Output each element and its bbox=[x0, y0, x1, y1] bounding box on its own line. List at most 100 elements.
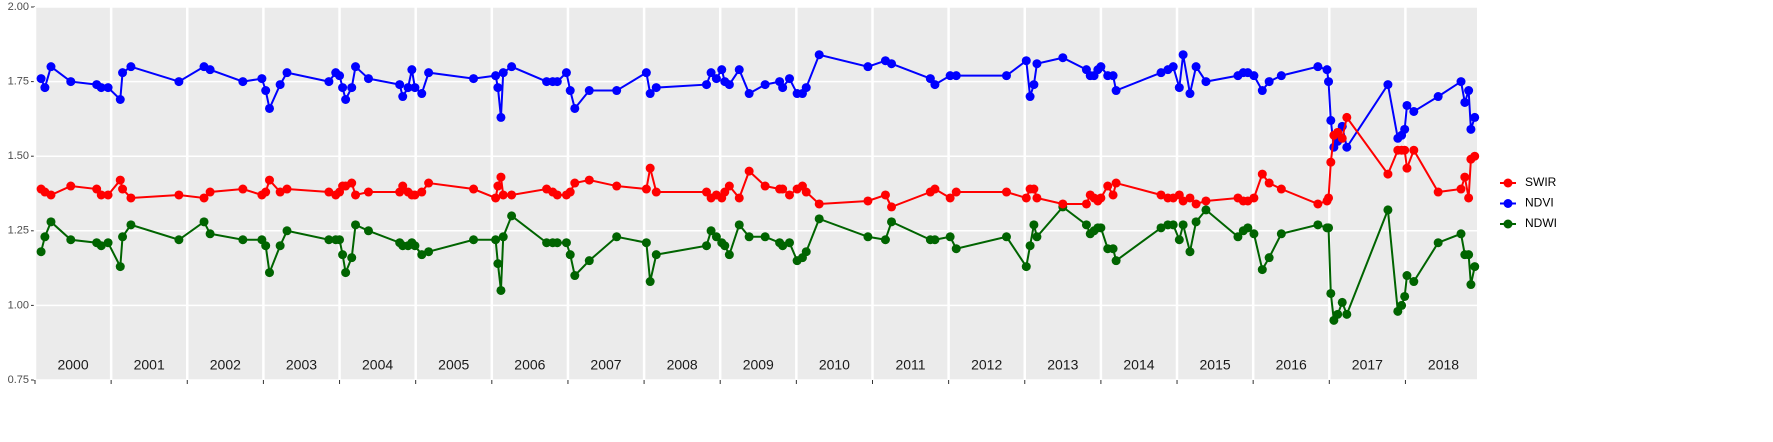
point bbox=[801, 187, 811, 197]
point bbox=[1313, 199, 1323, 209]
point bbox=[338, 250, 348, 260]
legend-key bbox=[1503, 199, 1513, 208]
point bbox=[724, 250, 734, 260]
point bbox=[1456, 184, 1466, 194]
point bbox=[887, 202, 897, 212]
point bbox=[398, 92, 408, 102]
point bbox=[1001, 187, 1011, 197]
point bbox=[1409, 106, 1419, 116]
point bbox=[1257, 265, 1267, 275]
legend-label: SWIR bbox=[1525, 175, 1557, 189]
point bbox=[351, 220, 361, 230]
point bbox=[341, 268, 351, 278]
point bbox=[1409, 277, 1419, 287]
point bbox=[1276, 184, 1286, 194]
point bbox=[1021, 56, 1031, 66]
point bbox=[801, 247, 811, 257]
point bbox=[1464, 250, 1474, 260]
point bbox=[565, 250, 575, 260]
point bbox=[645, 277, 655, 287]
point bbox=[507, 62, 517, 72]
point bbox=[1397, 300, 1407, 310]
point bbox=[1032, 193, 1042, 203]
point bbox=[1001, 232, 1011, 242]
point bbox=[103, 190, 113, 200]
point bbox=[103, 83, 113, 93]
point bbox=[205, 187, 215, 197]
point bbox=[1257, 86, 1267, 96]
point bbox=[1021, 193, 1031, 203]
point bbox=[1466, 124, 1476, 134]
point bbox=[706, 68, 716, 78]
point bbox=[469, 74, 479, 84]
point bbox=[1201, 196, 1211, 206]
point bbox=[1174, 83, 1184, 93]
point bbox=[1470, 151, 1480, 161]
point bbox=[1168, 220, 1178, 230]
point bbox=[1433, 92, 1443, 102]
point bbox=[1058, 199, 1068, 209]
x-tick-label: 2004 bbox=[362, 357, 393, 373]
point bbox=[126, 62, 136, 72]
point bbox=[1383, 205, 1393, 215]
point bbox=[335, 71, 345, 81]
point bbox=[801, 83, 811, 93]
point bbox=[1276, 229, 1286, 239]
point bbox=[491, 235, 501, 245]
point bbox=[199, 193, 209, 203]
point bbox=[469, 184, 479, 194]
point bbox=[1460, 97, 1470, 107]
point bbox=[118, 232, 128, 242]
point bbox=[417, 187, 427, 197]
point bbox=[702, 241, 712, 251]
point bbox=[115, 95, 125, 105]
point bbox=[36, 247, 46, 257]
point bbox=[351, 190, 361, 200]
point bbox=[1025, 92, 1035, 102]
point bbox=[1264, 77, 1274, 87]
legend-label: NDVI bbox=[1525, 196, 1554, 210]
point bbox=[951, 71, 961, 81]
point bbox=[778, 184, 788, 194]
point bbox=[493, 259, 503, 269]
x-tick-label: 2006 bbox=[514, 357, 545, 373]
point bbox=[565, 187, 575, 197]
x-tick-label: 2010 bbox=[819, 357, 850, 373]
point bbox=[734, 193, 744, 203]
point bbox=[36, 74, 46, 84]
point bbox=[324, 77, 334, 87]
point bbox=[275, 80, 285, 90]
point bbox=[1029, 220, 1039, 230]
point bbox=[496, 172, 506, 182]
point bbox=[1383, 169, 1393, 179]
point bbox=[951, 187, 961, 197]
point bbox=[1470, 112, 1480, 122]
point bbox=[205, 65, 215, 75]
point bbox=[103, 238, 113, 248]
point bbox=[498, 232, 508, 242]
point bbox=[1400, 145, 1410, 155]
point bbox=[1201, 205, 1211, 215]
point bbox=[945, 193, 955, 203]
point bbox=[645, 89, 655, 99]
point bbox=[261, 187, 271, 197]
point bbox=[706, 226, 716, 236]
point bbox=[1433, 187, 1443, 197]
point bbox=[324, 187, 334, 197]
x-tick-label: 2016 bbox=[1276, 357, 1307, 373]
point bbox=[1108, 244, 1118, 254]
point bbox=[552, 77, 562, 87]
point bbox=[814, 199, 824, 209]
point bbox=[261, 86, 271, 96]
x-tick-label: 2018 bbox=[1428, 357, 1459, 373]
point bbox=[1029, 184, 1039, 194]
point bbox=[417, 89, 427, 99]
point bbox=[744, 89, 754, 99]
legend-key bbox=[1503, 219, 1513, 229]
point bbox=[1081, 220, 1091, 230]
point bbox=[115, 175, 125, 185]
point bbox=[1174, 235, 1184, 245]
point bbox=[760, 80, 770, 90]
point bbox=[238, 235, 248, 245]
y-tick-label: 1.25 bbox=[8, 225, 29, 237]
